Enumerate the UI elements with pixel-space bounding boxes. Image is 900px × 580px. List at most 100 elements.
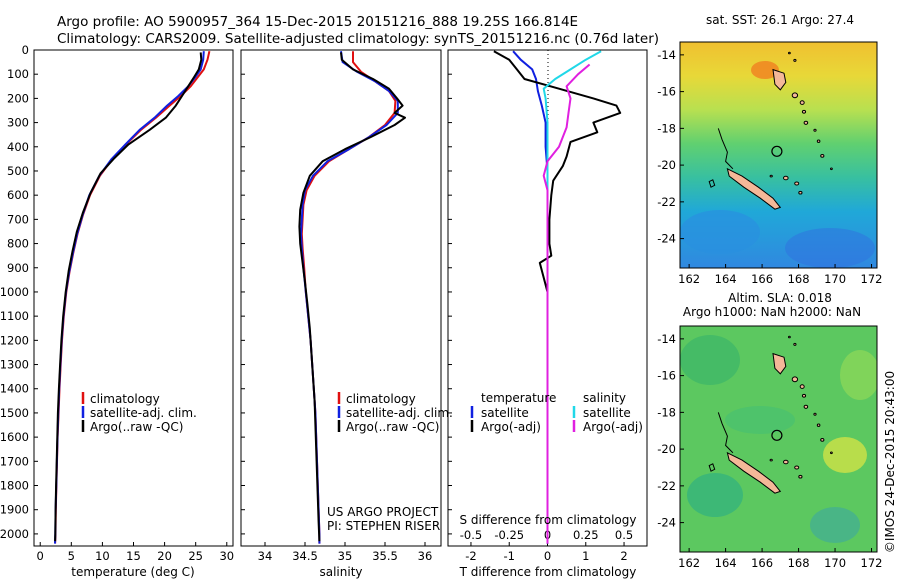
legend-label-temperature-argo: Argo(-adj)	[481, 420, 541, 434]
series-line-argo-raw-qc-	[54, 52, 203, 542]
x-tick-label: 0	[544, 549, 551, 563]
lat-tick-label: -14	[657, 332, 676, 346]
x-tick-label: 36	[418, 549, 433, 563]
new-caledonia-island	[726, 451, 782, 494]
x-tick-label: 10	[95, 549, 110, 563]
x-tick-label: -1	[503, 549, 514, 563]
argo-position-marker	[771, 145, 783, 157]
sla-map-title: Altim. SLA: 0.018	[728, 291, 832, 305]
espiritu-santo-island	[772, 352, 787, 375]
sla-patch	[810, 507, 860, 543]
depth-tick-label: 800	[7, 237, 29, 251]
reef-outline	[717, 412, 734, 454]
temperature-series	[54, 50, 211, 544]
legend-label-argo: Argo(..raw -QC)	[346, 420, 439, 434]
x-tick-label: 20	[157, 549, 172, 563]
legend-label-argo: Argo(..raw -QC)	[90, 420, 183, 434]
lon-tick-label: 168	[788, 556, 810, 570]
x-tick-label: 1	[582, 549, 589, 563]
lon-tick-label: 164	[715, 272, 737, 286]
sla-patch	[725, 406, 795, 434]
vanuatu-island	[820, 438, 825, 442]
new-caledonia-island	[726, 167, 782, 210]
x-tick-label: 35.5	[372, 549, 398, 563]
sla-patch	[680, 335, 740, 385]
lat-tick-label: -24	[657, 516, 676, 530]
vanuatu-island	[791, 92, 799, 99]
reef-outline	[717, 128, 734, 170]
sst-warm-patch	[751, 61, 779, 79]
x-tick-label: 0	[37, 549, 44, 563]
s-difference-tick-label: 0.5	[615, 528, 633, 542]
depth-tick-label: 700	[7, 212, 29, 226]
lon-tick-label: 172	[861, 272, 883, 286]
depth-tick-label: 1700	[0, 454, 29, 468]
vanuatu-island	[793, 58, 797, 62]
sla-map-panel: Altim. SLA: 0.018 Argo h1000: NaN h2000:…	[657, 291, 882, 570]
depth-tick-label: 1300	[0, 358, 29, 372]
s-difference-x-axis: -0.5 -0.25 0 0.25 0.5	[460, 528, 633, 542]
islet-outline	[708, 463, 716, 472]
x-tick-label: 25	[188, 549, 203, 563]
lat-tick-label: -22	[657, 195, 676, 209]
lon-tick-label: 170	[824, 556, 846, 570]
depth-tick-label: 0	[22, 43, 29, 57]
sla-patch	[840, 350, 877, 400]
s-difference-axis-label: S difference from climatology	[460, 513, 637, 527]
sst-cool-patch	[680, 210, 760, 254]
vanuatu-island	[813, 128, 817, 132]
vanuatu-island	[830, 451, 833, 455]
x-tick-label: 2	[620, 549, 627, 563]
series-line-temperature-satellite	[512, 50, 549, 544]
legend-label-satellite: satellite-adj. clim.	[346, 406, 453, 420]
x-tick-label: -2	[465, 549, 476, 563]
depth-tick-label: 300	[7, 116, 29, 130]
islet-outline	[708, 179, 716, 188]
vanuatu-island	[793, 342, 797, 346]
lat-tick-label: -20	[657, 158, 676, 172]
vanuatu-island	[813, 412, 817, 416]
depth-tick-label: 1500	[0, 406, 29, 420]
vanuatu-island	[801, 109, 807, 114]
lat-tick-label: -16	[657, 85, 676, 99]
sst-land-layer	[708, 51, 833, 210]
vanuatu-island	[788, 51, 791, 55]
sla-map-frame	[679, 325, 878, 553]
salinity-legend: climatology satellite-adj. clim. Argo(..…	[337, 392, 453, 434]
lon-tick-label: 162	[678, 556, 700, 570]
x-tick-label: 34.5	[292, 549, 318, 563]
depth-tick-label: 400	[7, 140, 29, 154]
sst-cool-patch-2	[785, 228, 875, 268]
s-difference-tick-label: -0.25	[494, 528, 524, 542]
depth-tick-label: 600	[7, 188, 29, 202]
difference-panel: -2 -1 0 1 2 -0.5 -0.25 0 0.25 0.5 temperature sa…	[447, 49, 648, 579]
depth-tick-label: 100	[7, 67, 29, 81]
sst-map-panel: sat. SST: 26.1 Argo: 27.4 162 164 166 168 17…	[657, 13, 882, 286]
temperature-x-axis: 0 5 10 15 20 25 30	[37, 542, 234, 563]
depth-tick-label: 200	[7, 91, 29, 105]
lat-tick-label: -14	[657, 48, 676, 62]
lon-tick-label: 162	[678, 272, 700, 286]
pi-annotation: PI: STEPHEN RISER	[327, 519, 440, 533]
x-tick-label: 35	[338, 549, 353, 563]
sla-map-subtitle: Argo h1000: NaN h2000: NaN	[683, 305, 861, 319]
temperature-plot-frame	[33, 49, 234, 547]
vanuatu-island	[816, 423, 821, 427]
vanuatu-island	[791, 376, 799, 383]
depth-tick-label: 1400	[0, 382, 29, 396]
temperature-axis-label: temperature (deg C)	[71, 565, 194, 579]
lat-tick-label: -18	[657, 121, 676, 135]
depth-tick-label: 500	[7, 164, 29, 178]
lon-tick-label: 170	[824, 272, 846, 286]
loyalty-island	[769, 174, 773, 178]
argo-position-marker	[771, 429, 783, 441]
lon-tick-label: 166	[751, 556, 773, 570]
vanuatu-island	[801, 393, 807, 398]
series-line-salinity-satellite	[542, 50, 602, 544]
espiritu-santo-island	[772, 68, 787, 91]
vanuatu-island	[803, 404, 809, 409]
vanuatu-island	[799, 100, 805, 105]
series-line-climatology	[300, 51, 397, 544]
series-line-temperature-argo-adj-	[493, 50, 622, 544]
